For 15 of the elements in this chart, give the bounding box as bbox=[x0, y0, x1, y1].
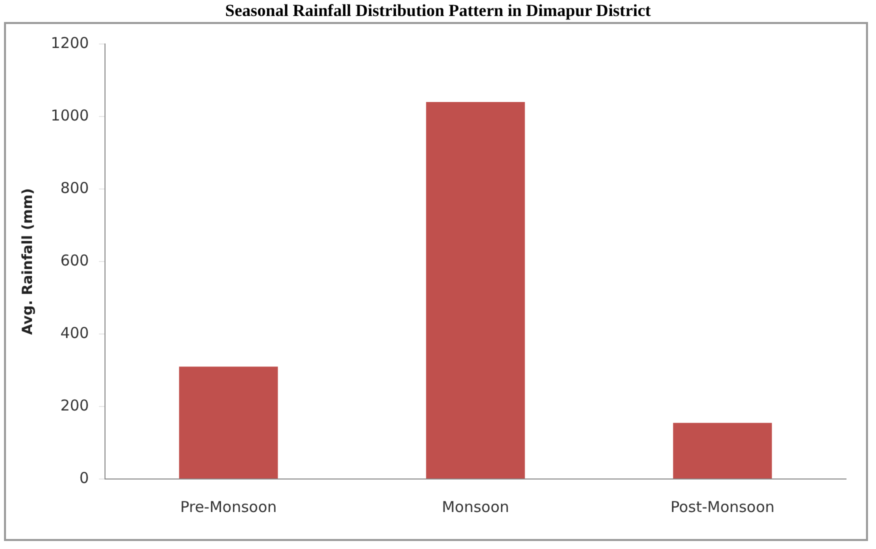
bar bbox=[673, 422, 772, 478]
y-tick-label: 600 bbox=[60, 251, 89, 270]
x-tick-label: Pre-Monsoon bbox=[180, 498, 277, 516]
chart-title: Seasonal Rainfall Distribution Pattern in Dimapur District bbox=[224, 0, 652, 22]
bar bbox=[426, 102, 525, 478]
x-tick-label: Monsoon bbox=[442, 498, 510, 516]
y-tick-label: 400 bbox=[60, 324, 89, 342]
bar bbox=[179, 366, 278, 478]
y-tick-label: 1200 bbox=[50, 34, 89, 52]
y-tick-label: 800 bbox=[60, 178, 89, 197]
y-tick-label: 0 bbox=[79, 468, 89, 487]
y-axis-title: Avg. Rainfall (mm) bbox=[20, 188, 36, 335]
y-tick-label: 200 bbox=[60, 396, 89, 414]
x-tick-label: Post-Monsoon bbox=[670, 498, 775, 516]
y-tick-label: 1000 bbox=[50, 106, 89, 124]
